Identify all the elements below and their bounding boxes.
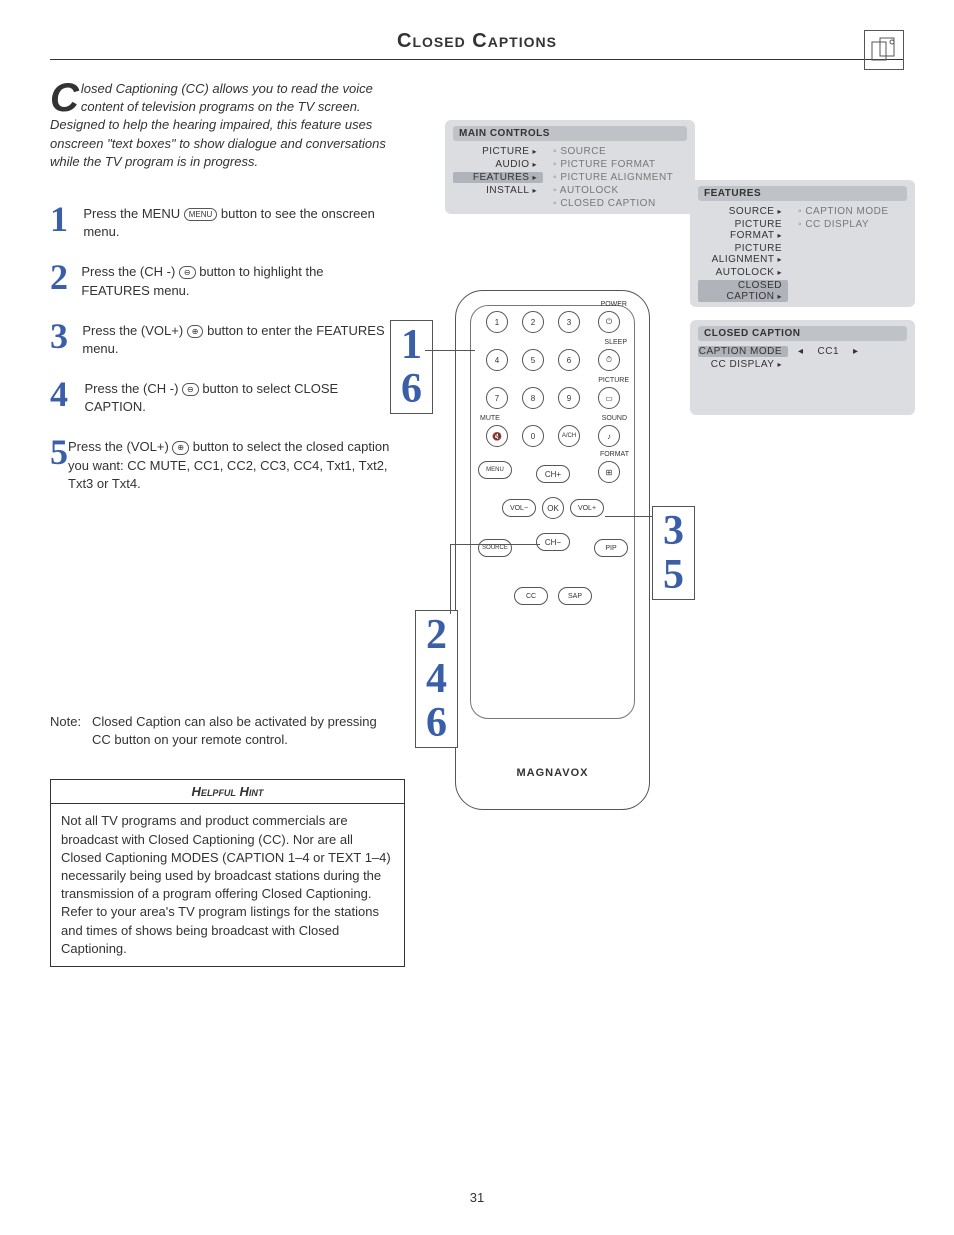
mute-label: MUTE <box>480 415 500 422</box>
step-1: 1 Press the MENU MENU button to see the … <box>50 201 390 241</box>
helpful-hint-box: Helpful Hint Not all TV programs and pro… <box>50 779 405 967</box>
step-2: 2 Press the (CH -) ⊖ button to highlight… <box>50 259 390 299</box>
sound-label: SOUND <box>602 415 627 422</box>
source-button[interactable]: SOURCE <box>478 539 512 557</box>
intro-paragraph: C losed Captioning (CC) allows you to re… <box>50 80 390 171</box>
digit-0-button[interactable]: 0 <box>522 425 544 447</box>
step-text: Press the (VOL+) ⊕ button to enter the F… <box>82 318 390 358</box>
mute-button[interactable]: 🔇 <box>486 425 508 447</box>
ch-minus-icon: ⊖ <box>179 266 196 279</box>
step-num: 3 <box>50 318 82 358</box>
hint-body: Not all TV programs and product commerci… <box>51 804 404 966</box>
sap-button[interactable]: SAP <box>558 587 592 605</box>
manual-section-icon <box>864 30 904 70</box>
hint-title: Helpful Hint <box>51 780 404 804</box>
osd-features: FEATURES SOURCE▸◦ CAPTION MODE PICTURE F… <box>690 180 915 307</box>
page-number: 31 <box>0 1190 954 1205</box>
step-num: 2 <box>50 259 81 299</box>
title-underline <box>50 59 904 60</box>
digit-8-button[interactable]: 8 <box>522 387 544 409</box>
osd-main-controls: MAIN CONTROLS PICTURE▸◦ SOURCE AUDIO▸◦ P… <box>445 120 695 214</box>
ch-minus-icon: ⊖ <box>182 383 199 396</box>
step-num: 1 <box>50 201 83 241</box>
remote-brand: MAGNAVOX <box>456 767 649 779</box>
format-label: FORMAT <box>600 451 629 458</box>
pip-button[interactable]: PIP <box>594 539 628 557</box>
step-num: 5 <box>50 434 68 493</box>
sound-button[interactable]: ♪ <box>598 425 620 447</box>
sleep-button[interactable]: ⏱ <box>598 349 620 371</box>
vol-minus-button[interactable]: VOL− <box>502 499 536 517</box>
digit-2-button[interactable]: 2 <box>522 311 544 333</box>
step-5: 5 Press the (VOL+) ⊕ button to select th… <box>50 434 390 493</box>
intro-text: losed Captioning (CC) allows you to read… <box>50 81 386 169</box>
picture-label: PICTURE <box>598 377 629 384</box>
ch-plus-button[interactable]: CH+ <box>536 465 570 483</box>
step-text: Press the (CH -) ⊖ button to highlight t… <box>81 259 390 299</box>
step-text: Press the (VOL+) ⊕ button to select the … <box>68 434 390 493</box>
menu-icon: MENU <box>184 208 218 221</box>
step-3: 3 Press the (VOL+) ⊕ button to enter the… <box>50 318 390 358</box>
osd-title: CLOSED CAPTION <box>698 326 907 341</box>
callout-line <box>450 544 451 614</box>
digit-9-button[interactable]: 9 <box>558 387 580 409</box>
note-label: Note: <box>50 713 92 749</box>
callout-1-6: 1 6 <box>390 320 433 414</box>
power-label: POWER <box>601 301 627 308</box>
dropcap: C <box>50 80 79 116</box>
format-button[interactable]: ⊞ <box>598 461 620 483</box>
picture-button[interactable]: ▭ <box>598 387 620 409</box>
power-button[interactable]: ⏻ <box>598 311 620 333</box>
callout-line <box>450 544 540 545</box>
digit-3-button[interactable]: 3 <box>558 311 580 333</box>
ch-minus-button[interactable]: CH− <box>536 533 570 551</box>
osd-title: MAIN CONTROLS <box>453 126 687 141</box>
vol-plus-icon: ⊕ <box>172 441 189 454</box>
cc-button[interactable]: CC <box>514 587 548 605</box>
sleep-label: SLEEP <box>604 339 627 346</box>
osd-closed-caption: CLOSED CAPTION CAPTION MODE◂CC1▸ CC DISP… <box>690 320 915 415</box>
step-text: Press the MENU MENU button to see the on… <box>83 201 390 241</box>
note-body: Closed Caption can also be activated by … <box>92 713 390 749</box>
page-title: Closed Captions <box>50 30 904 53</box>
callout-line <box>605 516 653 517</box>
digit-1-button[interactable]: 1 <box>486 311 508 333</box>
ach-button[interactable]: A/CH <box>558 425 580 447</box>
osd-title: FEATURES <box>698 186 907 201</box>
remote-control: POWER SLEEP PICTURE SOUND MUTE FORMAT 1 … <box>455 290 650 810</box>
digit-4-button[interactable]: 4 <box>486 349 508 371</box>
menu-button[interactable]: MENU <box>478 461 512 479</box>
step-num: 4 <box>50 376 85 416</box>
ok-button[interactable]: OK <box>542 497 564 519</box>
digit-6-button[interactable]: 6 <box>558 349 580 371</box>
digit-5-button[interactable]: 5 <box>522 349 544 371</box>
steps-list: 1 Press the MENU MENU button to see the … <box>50 201 390 493</box>
callout-3-5: 3 5 <box>652 506 695 600</box>
vol-plus-button[interactable]: VOL+ <box>570 499 604 517</box>
vol-plus-icon: ⊕ <box>187 325 204 338</box>
step-text: Press the (CH -) ⊖ button to select CLOS… <box>85 376 391 416</box>
callout-2-4-6: 2 4 6 <box>415 610 458 748</box>
callout-line <box>425 350 475 351</box>
digit-7-button[interactable]: 7 <box>486 387 508 409</box>
step-4: 4 Press the (CH -) ⊖ button to select CL… <box>50 376 390 416</box>
note: Note: Closed Caption can also be activat… <box>50 713 390 749</box>
